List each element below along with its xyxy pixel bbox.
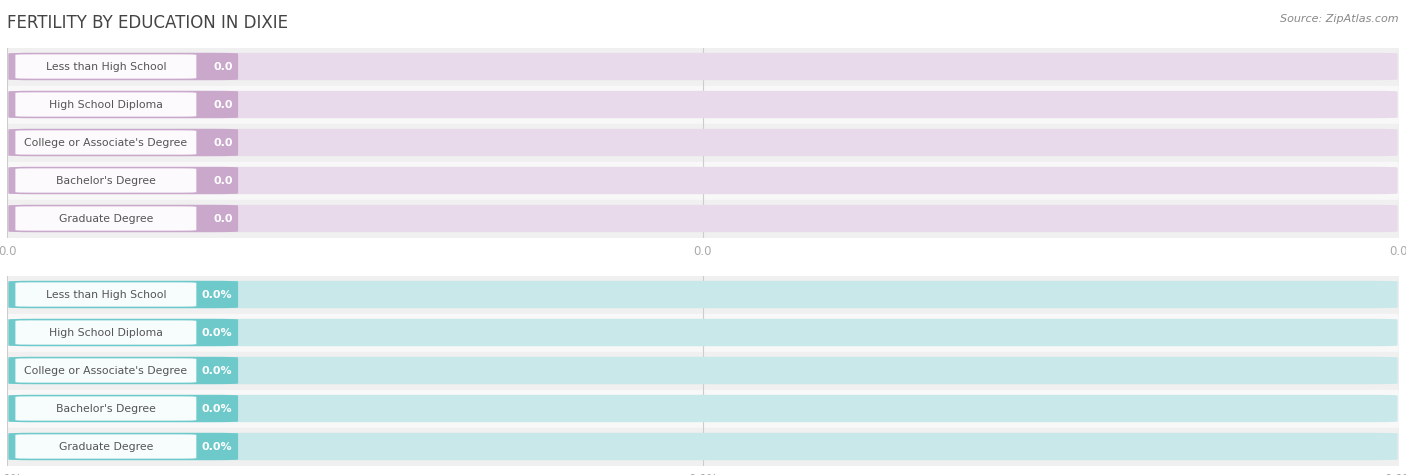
Bar [7, 390, 1399, 428]
Bar [7, 86, 1399, 124]
FancyBboxPatch shape [8, 357, 1398, 384]
FancyBboxPatch shape [8, 53, 238, 80]
FancyBboxPatch shape [15, 396, 197, 421]
FancyBboxPatch shape [8, 433, 238, 460]
FancyBboxPatch shape [8, 319, 1398, 346]
Text: 0.0: 0.0 [693, 245, 713, 258]
FancyBboxPatch shape [8, 167, 1398, 194]
Text: Graduate Degree: Graduate Degree [59, 213, 153, 224]
FancyBboxPatch shape [15, 282, 197, 307]
FancyBboxPatch shape [8, 319, 238, 346]
FancyBboxPatch shape [15, 434, 197, 459]
FancyBboxPatch shape [8, 129, 238, 156]
Text: Less than High School: Less than High School [45, 61, 166, 72]
Text: 0.0%: 0.0% [202, 327, 232, 338]
FancyBboxPatch shape [8, 281, 1398, 308]
Text: Less than High School: Less than High School [45, 289, 166, 300]
FancyBboxPatch shape [8, 91, 238, 118]
Bar [7, 276, 1399, 314]
FancyBboxPatch shape [15, 54, 197, 79]
Text: 0.0: 0.0 [1389, 245, 1406, 258]
Text: College or Associate's Degree: College or Associate's Degree [24, 137, 187, 148]
FancyBboxPatch shape [8, 205, 1398, 232]
Bar [7, 48, 1399, 86]
Text: FERTILITY BY EDUCATION IN DIXIE: FERTILITY BY EDUCATION IN DIXIE [7, 14, 288, 32]
FancyBboxPatch shape [8, 129, 1398, 156]
FancyBboxPatch shape [15, 358, 197, 383]
Text: 0.0%: 0.0% [0, 473, 22, 475]
FancyBboxPatch shape [8, 53, 1398, 80]
Bar [7, 124, 1399, 162]
FancyBboxPatch shape [8, 91, 1398, 118]
Text: College or Associate's Degree: College or Associate's Degree [24, 365, 187, 376]
Text: 0.0: 0.0 [214, 213, 232, 224]
Bar [7, 162, 1399, 199]
Text: 0.0%: 0.0% [202, 365, 232, 376]
Text: 0.0: 0.0 [214, 99, 232, 110]
Bar [7, 314, 1399, 352]
Text: 0.0: 0.0 [214, 175, 232, 186]
Text: High School Diploma: High School Diploma [49, 99, 163, 110]
FancyBboxPatch shape [8, 167, 238, 194]
Text: 0.0: 0.0 [0, 245, 17, 258]
Text: Bachelor's Degree: Bachelor's Degree [56, 403, 156, 414]
Text: 0.0%: 0.0% [688, 473, 718, 475]
Text: 0.0%: 0.0% [202, 403, 232, 414]
FancyBboxPatch shape [8, 433, 1398, 460]
FancyBboxPatch shape [8, 395, 1398, 422]
Bar [7, 428, 1399, 466]
FancyBboxPatch shape [8, 205, 238, 232]
FancyBboxPatch shape [15, 92, 197, 117]
FancyBboxPatch shape [8, 281, 238, 308]
FancyBboxPatch shape [15, 168, 197, 193]
FancyBboxPatch shape [8, 395, 238, 422]
Text: 0.0: 0.0 [214, 61, 232, 72]
FancyBboxPatch shape [15, 130, 197, 155]
Text: 0.0: 0.0 [214, 137, 232, 148]
Bar [7, 352, 1399, 390]
Text: High School Diploma: High School Diploma [49, 327, 163, 338]
Bar [7, 200, 1399, 238]
Text: 0.0%: 0.0% [202, 289, 232, 300]
Text: Bachelor's Degree: Bachelor's Degree [56, 175, 156, 186]
Text: Source: ZipAtlas.com: Source: ZipAtlas.com [1281, 14, 1399, 24]
FancyBboxPatch shape [8, 357, 238, 384]
Text: Graduate Degree: Graduate Degree [59, 441, 153, 452]
FancyBboxPatch shape [15, 320, 197, 345]
FancyBboxPatch shape [15, 206, 197, 231]
Text: 0.0%: 0.0% [202, 441, 232, 452]
Text: 0.0%: 0.0% [1384, 473, 1406, 475]
